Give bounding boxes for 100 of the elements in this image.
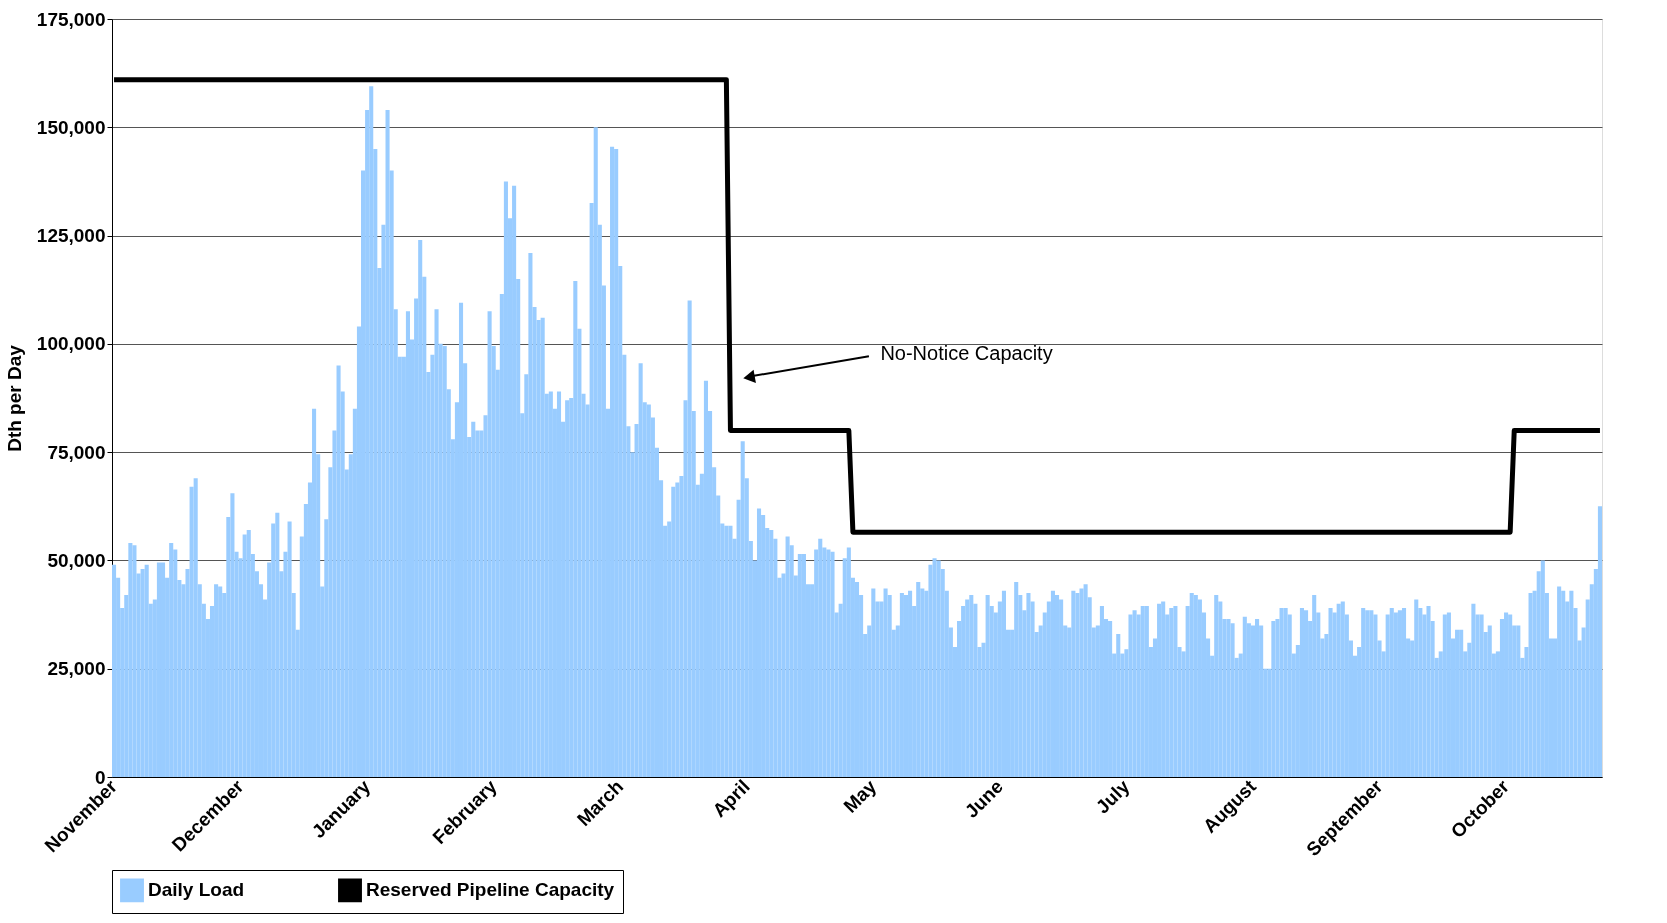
bar [128,543,133,777]
bar [336,365,341,777]
bar [1487,625,1492,777]
bar [801,553,806,777]
bar [756,508,762,777]
bar [826,549,831,777]
bar [140,569,145,777]
bar [1304,610,1309,777]
bar [769,530,774,777]
bar [1271,621,1276,777]
bar [797,553,802,777]
bar [132,545,137,777]
bar [1516,625,1521,777]
bar [1161,601,1166,777]
x-tick-label: July [1091,775,1134,818]
bar [434,309,439,777]
annotation: No-Notice Capacity [880,342,1053,365]
bar [969,595,974,777]
bar [528,252,533,777]
bar [1189,592,1194,777]
bar [703,380,708,777]
bar [1099,605,1104,777]
bar [1389,608,1394,777]
bar [1242,616,1247,777]
bar [903,595,909,777]
bar [1050,590,1055,777]
y-tick-label: 100,000 [36,333,106,355]
bar [830,551,835,777]
bar [1426,605,1431,777]
legend-label: Daily Load [148,879,245,901]
bar [1361,608,1366,777]
bar [1504,612,1509,777]
bar [1157,603,1162,777]
bar [471,421,476,777]
bar [144,564,149,777]
bar [1597,506,1602,777]
bar [724,525,729,777]
bar [385,109,390,777]
bar [740,441,745,777]
bar [1557,586,1562,777]
bar [1446,612,1451,777]
bar [214,584,219,777]
bar [1299,608,1304,777]
bar [646,404,651,777]
bar [1540,560,1545,777]
bar [1071,590,1076,777]
bar [246,530,251,777]
bar [985,595,990,777]
bar [1059,599,1064,777]
bar [1144,605,1149,777]
bar [614,148,619,777]
bar [908,590,913,777]
bar [193,478,198,777]
bar [503,181,508,777]
bar [1054,595,1060,777]
bar [405,311,410,777]
bar [1479,614,1484,777]
bar [1026,592,1031,777]
bar [160,562,166,777]
bar [1393,612,1398,777]
bar [899,592,904,777]
bar [556,391,562,777]
bar [548,391,553,777]
bar [1079,588,1084,777]
bar [1312,595,1317,777]
bar [369,86,374,777]
bar [1116,634,1121,777]
bar [1173,605,1178,777]
bar [1128,614,1133,777]
bar [1001,590,1006,777]
bar [883,588,888,777]
bar [1397,610,1402,777]
bar [312,408,317,777]
bar [112,564,117,777]
bar [156,562,161,777]
bar [871,588,876,777]
bar [1214,595,1219,777]
bar [846,547,851,777]
bar [1283,608,1288,777]
bar [418,239,423,777]
bar [1230,623,1235,777]
bar [1169,608,1174,777]
bar [1414,599,1419,777]
bar [540,317,545,777]
bar [1508,614,1513,777]
bar [593,127,598,777]
bar [512,185,517,777]
y-tick-label: 150,000 [36,116,106,138]
bar [728,525,733,777]
bar [275,512,280,777]
x-tick-label: May [839,775,881,817]
y-axis-title: Dth per Day [3,344,25,452]
bar [916,582,921,777]
bar [785,536,790,777]
bar [487,311,492,777]
bar [230,493,235,777]
bar [169,543,174,777]
bar [242,534,247,777]
bar [1083,584,1088,777]
bar [1369,610,1374,777]
